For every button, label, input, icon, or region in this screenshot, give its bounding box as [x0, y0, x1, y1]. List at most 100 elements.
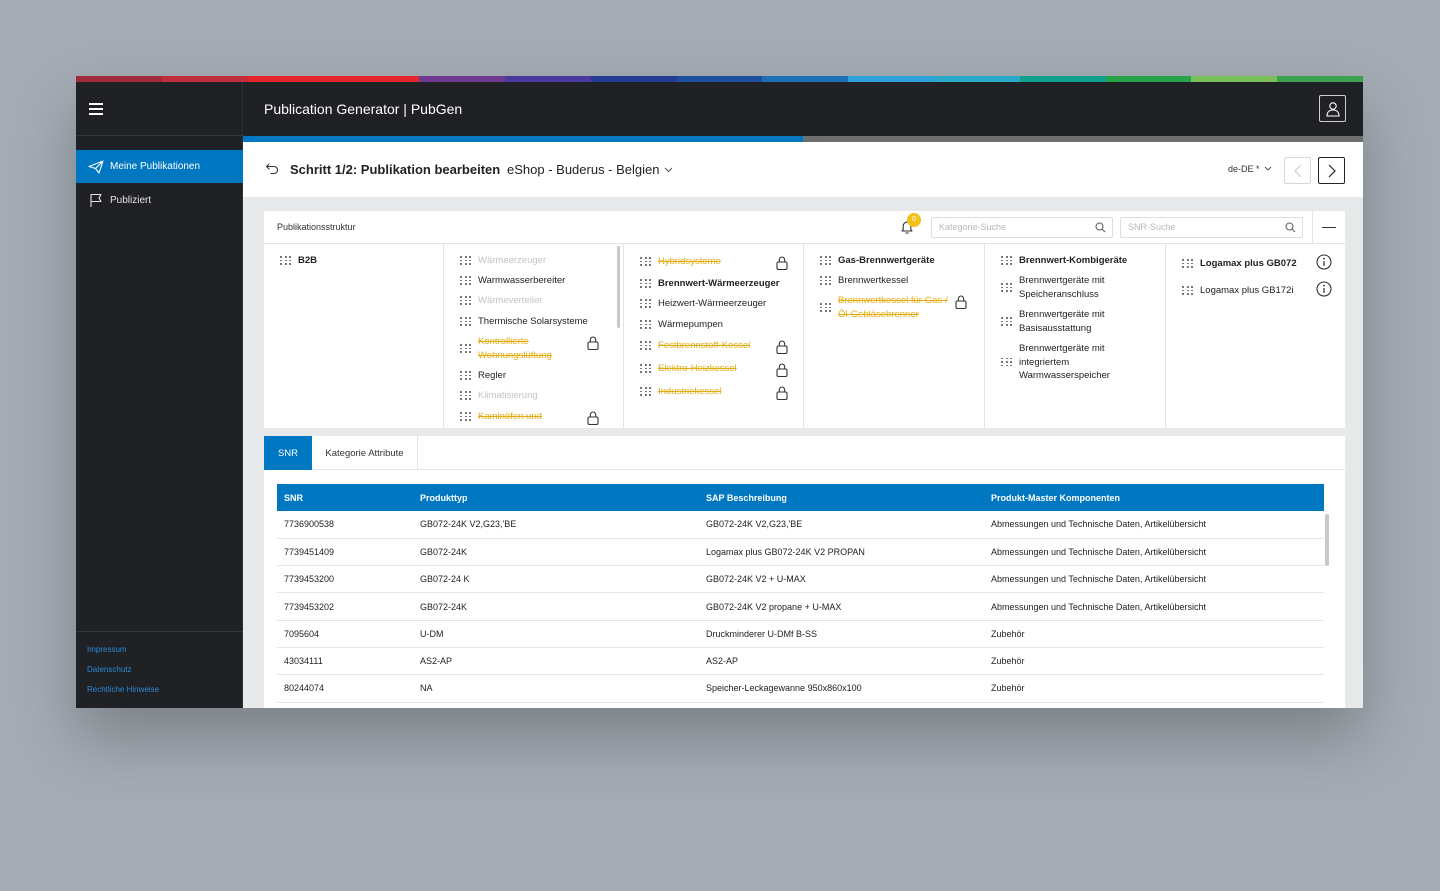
category-item[interactable]: Regler [460, 369, 588, 383]
snr-search-input[interactable] [1128, 222, 1278, 232]
category-item-label: Wärmeerzeuger [478, 255, 547, 266]
tab-snr[interactable]: SNR [264, 436, 312, 470]
datenschutz-link[interactable]: Datenschutz [87, 665, 132, 674]
drag-handle-icon[interactable] [460, 256, 471, 265]
category-item-label: Wärmeverteiler [478, 295, 543, 306]
drag-handle-icon[interactable] [640, 279, 651, 288]
category-item[interactable]: Brennwertgeräte mit integriertem Warmwas… [1001, 342, 1134, 383]
drag-handle-icon[interactable] [640, 387, 651, 396]
previous-step-button[interactable] [1284, 157, 1311, 184]
table-row[interactable]: 7095604 U-DM Druckminderer U-DMf B-SS Zubeh… [277, 620, 1324, 648]
category-item[interactable]: Wärmeverteiler [460, 294, 588, 308]
category-item-label: Warmwasserbereiter [478, 275, 566, 286]
publication-structure-panel: Publikationsstruktur 0 B2B Wärmeerzeuger… [264, 211, 1345, 428]
drag-handle-icon[interactable] [1001, 283, 1012, 292]
table-scrollbar[interactable] [1325, 514, 1329, 566]
brand-stripe-segment [247, 76, 334, 82]
language-selector[interactable]: de-DE * [1228, 164, 1260, 174]
drag-handle-icon[interactable] [640, 320, 651, 329]
category-item[interactable]: Thermische Solarsysteme [460, 315, 588, 329]
search-icon[interactable] [1095, 222, 1106, 233]
category-search-input[interactable] [939, 222, 1089, 232]
category-item[interactable]: Brennwert-Wärmeerzeuger [640, 277, 788, 291]
user-button[interactable] [1319, 95, 1346, 122]
table-cell: 43034111 [277, 647, 413, 676]
drag-handle-icon[interactable] [1001, 256, 1012, 265]
category-item[interactable]: Warmwasserbereiter [460, 274, 588, 288]
chevron-down-icon[interactable] [1264, 166, 1272, 171]
category-item-label: Hybridsysteme [658, 256, 721, 267]
impressum-link[interactable]: Impressum [87, 645, 127, 654]
drag-handle-icon[interactable] [640, 341, 651, 350]
category-item[interactable]: Kontrollierte Wohnungslüftung [460, 335, 588, 362]
drag-handle-icon[interactable] [460, 276, 471, 285]
table-row[interactable]: 43034111 AS2-AP AS2-AP Zubehör [277, 647, 1324, 676]
drag-handle-icon[interactable] [640, 257, 651, 266]
table-cell: 7739451409 [277, 538, 413, 567]
category-item[interactable]: Industriekessel [640, 385, 788, 399]
collapse-panel-button[interactable] [1312, 211, 1345, 244]
category-item[interactable]: Brennwertgeräte mit Basisausstattung [1001, 308, 1134, 335]
column-header-snr[interactable]: SNR [277, 484, 413, 511]
search-icon[interactable] [1285, 222, 1296, 233]
drag-handle-icon[interactable] [460, 412, 471, 421]
info-icon[interactable] [1316, 254, 1332, 270]
chevron-down-icon[interactable] [664, 167, 673, 173]
table-row[interactable]: 80244074 NA Speicher-Leckagewanne 950x860x… [277, 674, 1324, 703]
category-item-label: Industriekessel [658, 386, 722, 397]
drag-handle-icon[interactable] [1182, 259, 1193, 268]
drag-handle-icon[interactable] [460, 296, 471, 305]
publication-selector[interactable]: eShop - Buderus - Belgien [507, 162, 660, 177]
table-row[interactable]: 7739453202 GB072-24K GB072-24K V2 propane … [277, 592, 1324, 621]
drag-handle-icon[interactable] [820, 276, 831, 285]
info-icon[interactable] [1316, 281, 1332, 297]
category-item[interactable]: Gas-Brennwertgeräte [820, 254, 953, 268]
drag-handle-icon[interactable] [640, 299, 651, 308]
drag-handle-icon[interactable] [280, 256, 291, 265]
hamburger-icon[interactable] [89, 103, 103, 115]
category-item[interactable]: Logamax plus GB072 [1182, 257, 1320, 271]
table-cell: Zubehör [984, 647, 1324, 676]
drag-handle-icon[interactable] [820, 256, 831, 265]
drag-handle-icon[interactable] [460, 371, 471, 380]
scrollbar[interactable] [617, 246, 620, 328]
category-item[interactable]: Brennwertkessel für Gas-/Öl-Gebläsebrenn… [820, 294, 953, 321]
category-item[interactable]: Logamax plus GB172i [1182, 284, 1320, 298]
category-item[interactable]: Heizwert-Wärmeerzeuger [640, 297, 788, 311]
category-item[interactable]: Brennwertkessel [820, 274, 953, 288]
table-row[interactable]: 7736900538 GB072-24K V2,G23,'BE GB072-24K … [277, 511, 1324, 539]
table-row[interactable]: 7739451409 GB072-24K Logamax plus GB072-24… [277, 538, 1324, 567]
table-row[interactable]: 7739453200 GB072-24 K GB072-24K V2 + U-MAX… [277, 565, 1324, 594]
category-item[interactable]: Brennwert-Kombigeräte [1001, 254, 1134, 268]
column-header-produkttyp[interactable]: Produkttyp [413, 484, 699, 511]
next-step-button[interactable] [1318, 157, 1345, 184]
category-item[interactable]: Wärmeerzeuger [460, 254, 588, 268]
drag-handle-icon[interactable] [460, 317, 471, 326]
drag-handle-icon[interactable] [1001, 317, 1012, 326]
drag-handle-icon[interactable] [820, 303, 831, 312]
drag-handle-icon[interactable] [460, 391, 471, 400]
category-item[interactable]: Wärmepumpen [640, 318, 788, 332]
snr-search[interactable] [1120, 217, 1303, 238]
category-item[interactable]: Kaminöfen und [460, 410, 588, 424]
category-item[interactable]: Festbrennstoff-Kessel [640, 339, 788, 353]
drag-handle-icon[interactable] [1001, 357, 1012, 367]
category-item[interactable]: B2B [280, 254, 443, 268]
tab-kategorie-attribute[interactable]: Kategorie Attribute [312, 436, 418, 470]
back-arrow-icon[interactable] [265, 161, 279, 175]
column-header-produkt-master[interactable]: Produkt-Master Komponenten [984, 484, 1324, 511]
category-item[interactable]: Elektro-Heizkessel [640, 362, 788, 376]
sidebar-item-publiziert[interactable]: Publiziert [76, 184, 243, 217]
sidebar-item-meine-publikationen[interactable]: Meine Publikationen [76, 150, 243, 183]
category-item[interactable]: Klimatisierung [460, 389, 588, 403]
column-header-sap-beschreibung[interactable]: SAP Beschreibung [699, 484, 984, 511]
category-item-label: Gas-Brennwertgeräte [838, 255, 935, 266]
category-search[interactable] [931, 217, 1113, 238]
drag-handle-icon[interactable] [460, 344, 471, 353]
drag-handle-icon[interactable] [640, 364, 651, 373]
category-item[interactable]: Hybridsysteme [640, 255, 788, 269]
category-item[interactable]: Brennwertgeräte mit Speicheranschluss [1001, 274, 1134, 301]
lock-icon [776, 340, 788, 354]
drag-handle-icon[interactable] [1182, 286, 1193, 295]
rechtliche-hinweise-link[interactable]: Rechtliche Hinweise [87, 685, 160, 694]
